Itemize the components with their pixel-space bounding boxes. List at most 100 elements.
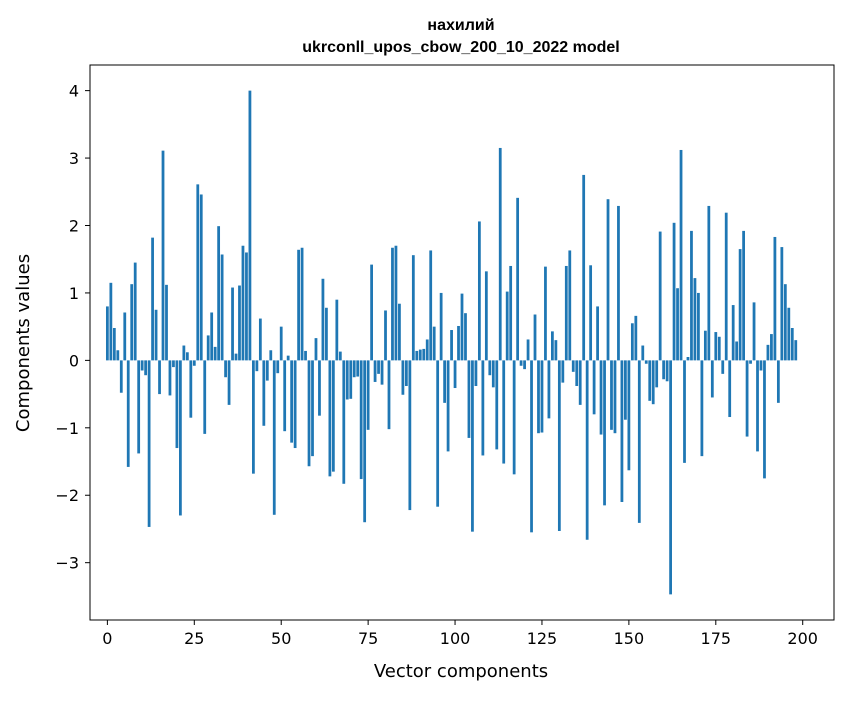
bar <box>540 360 544 433</box>
bar <box>783 284 787 361</box>
bar <box>683 360 686 463</box>
bar <box>759 360 763 371</box>
bar <box>773 236 777 361</box>
bar <box>488 360 492 376</box>
bar <box>721 360 725 374</box>
bar <box>509 265 513 361</box>
bar <box>331 360 335 472</box>
y-tick-label: −1 <box>55 419 79 438</box>
bar <box>175 360 179 449</box>
y-tick-label: 4 <box>69 82 79 101</box>
bar <box>401 360 405 395</box>
bar <box>394 245 398 361</box>
y-tick-label: 2 <box>69 216 79 235</box>
bar <box>272 360 276 515</box>
bar <box>328 360 332 477</box>
bar <box>787 307 791 361</box>
bar <box>672 222 676 361</box>
bar <box>384 310 387 361</box>
bar <box>300 247 304 361</box>
plot-frame <box>89 64 835 621</box>
y-tick-label: −3 <box>55 554 79 573</box>
bar <box>554 340 558 361</box>
bar <box>756 360 759 452</box>
bar <box>665 360 669 382</box>
bar <box>210 312 214 361</box>
bar <box>735 341 739 361</box>
bar <box>544 266 547 361</box>
bar <box>283 360 287 432</box>
bar <box>363 360 367 523</box>
y-axis-ticks: −3 −2 −1 0 1 2 3 4 <box>55 82 90 573</box>
bar <box>752 302 756 361</box>
bar <box>318 360 321 416</box>
bar <box>286 355 290 361</box>
bar <box>707 205 711 361</box>
bar <box>182 345 186 361</box>
bar <box>262 360 266 426</box>
bar <box>627 360 631 471</box>
y-tick-label: 3 <box>69 149 79 168</box>
bar <box>304 350 307 361</box>
x-tick-label: 0 <box>102 629 112 648</box>
bar <box>599 360 603 435</box>
bar <box>484 271 488 361</box>
bar <box>311 360 314 457</box>
bar <box>457 325 460 361</box>
bar <box>422 348 426 361</box>
bar <box>453 360 457 389</box>
bar <box>269 350 273 361</box>
bar <box>624 360 627 420</box>
bar <box>161 150 165 361</box>
bar <box>630 323 634 361</box>
bar <box>425 339 429 361</box>
bar <box>140 360 144 371</box>
bar <box>568 250 572 361</box>
bar <box>537 360 540 434</box>
bar <box>592 360 596 415</box>
x-tick-label: 75 <box>358 629 378 648</box>
bar <box>533 314 537 361</box>
bar <box>502 360 506 464</box>
bar <box>206 335 210 361</box>
bar <box>314 338 318 361</box>
bar <box>749 360 752 364</box>
bar <box>780 247 784 361</box>
bar <box>231 287 234 361</box>
bar <box>321 278 325 361</box>
bar <box>192 360 196 366</box>
bar <box>429 250 433 361</box>
bar <box>491 360 495 388</box>
bar <box>676 288 679 361</box>
bar <box>116 350 120 361</box>
bar <box>505 291 509 361</box>
bar <box>245 252 248 361</box>
bar <box>551 331 554 361</box>
bar-series <box>105 90 798 595</box>
x-axis-label: Vector components <box>374 661 548 682</box>
bar <box>241 245 245 361</box>
bar <box>561 360 565 383</box>
bar <box>415 350 419 361</box>
bar <box>252 360 255 474</box>
bar <box>738 249 742 361</box>
bar <box>658 231 662 361</box>
bar <box>582 174 586 361</box>
bar <box>224 360 227 378</box>
bar <box>377 360 380 374</box>
bar <box>338 351 342 361</box>
bar <box>238 285 241 361</box>
bar <box>387 360 391 430</box>
bar <box>710 360 714 398</box>
bar <box>203 360 207 434</box>
bar <box>258 318 262 361</box>
bar <box>432 326 436 361</box>
bar <box>109 282 113 361</box>
bar <box>770 334 773 361</box>
bar <box>179 360 182 516</box>
bar <box>293 360 297 449</box>
bar <box>690 230 693 361</box>
bar <box>495 360 499 450</box>
